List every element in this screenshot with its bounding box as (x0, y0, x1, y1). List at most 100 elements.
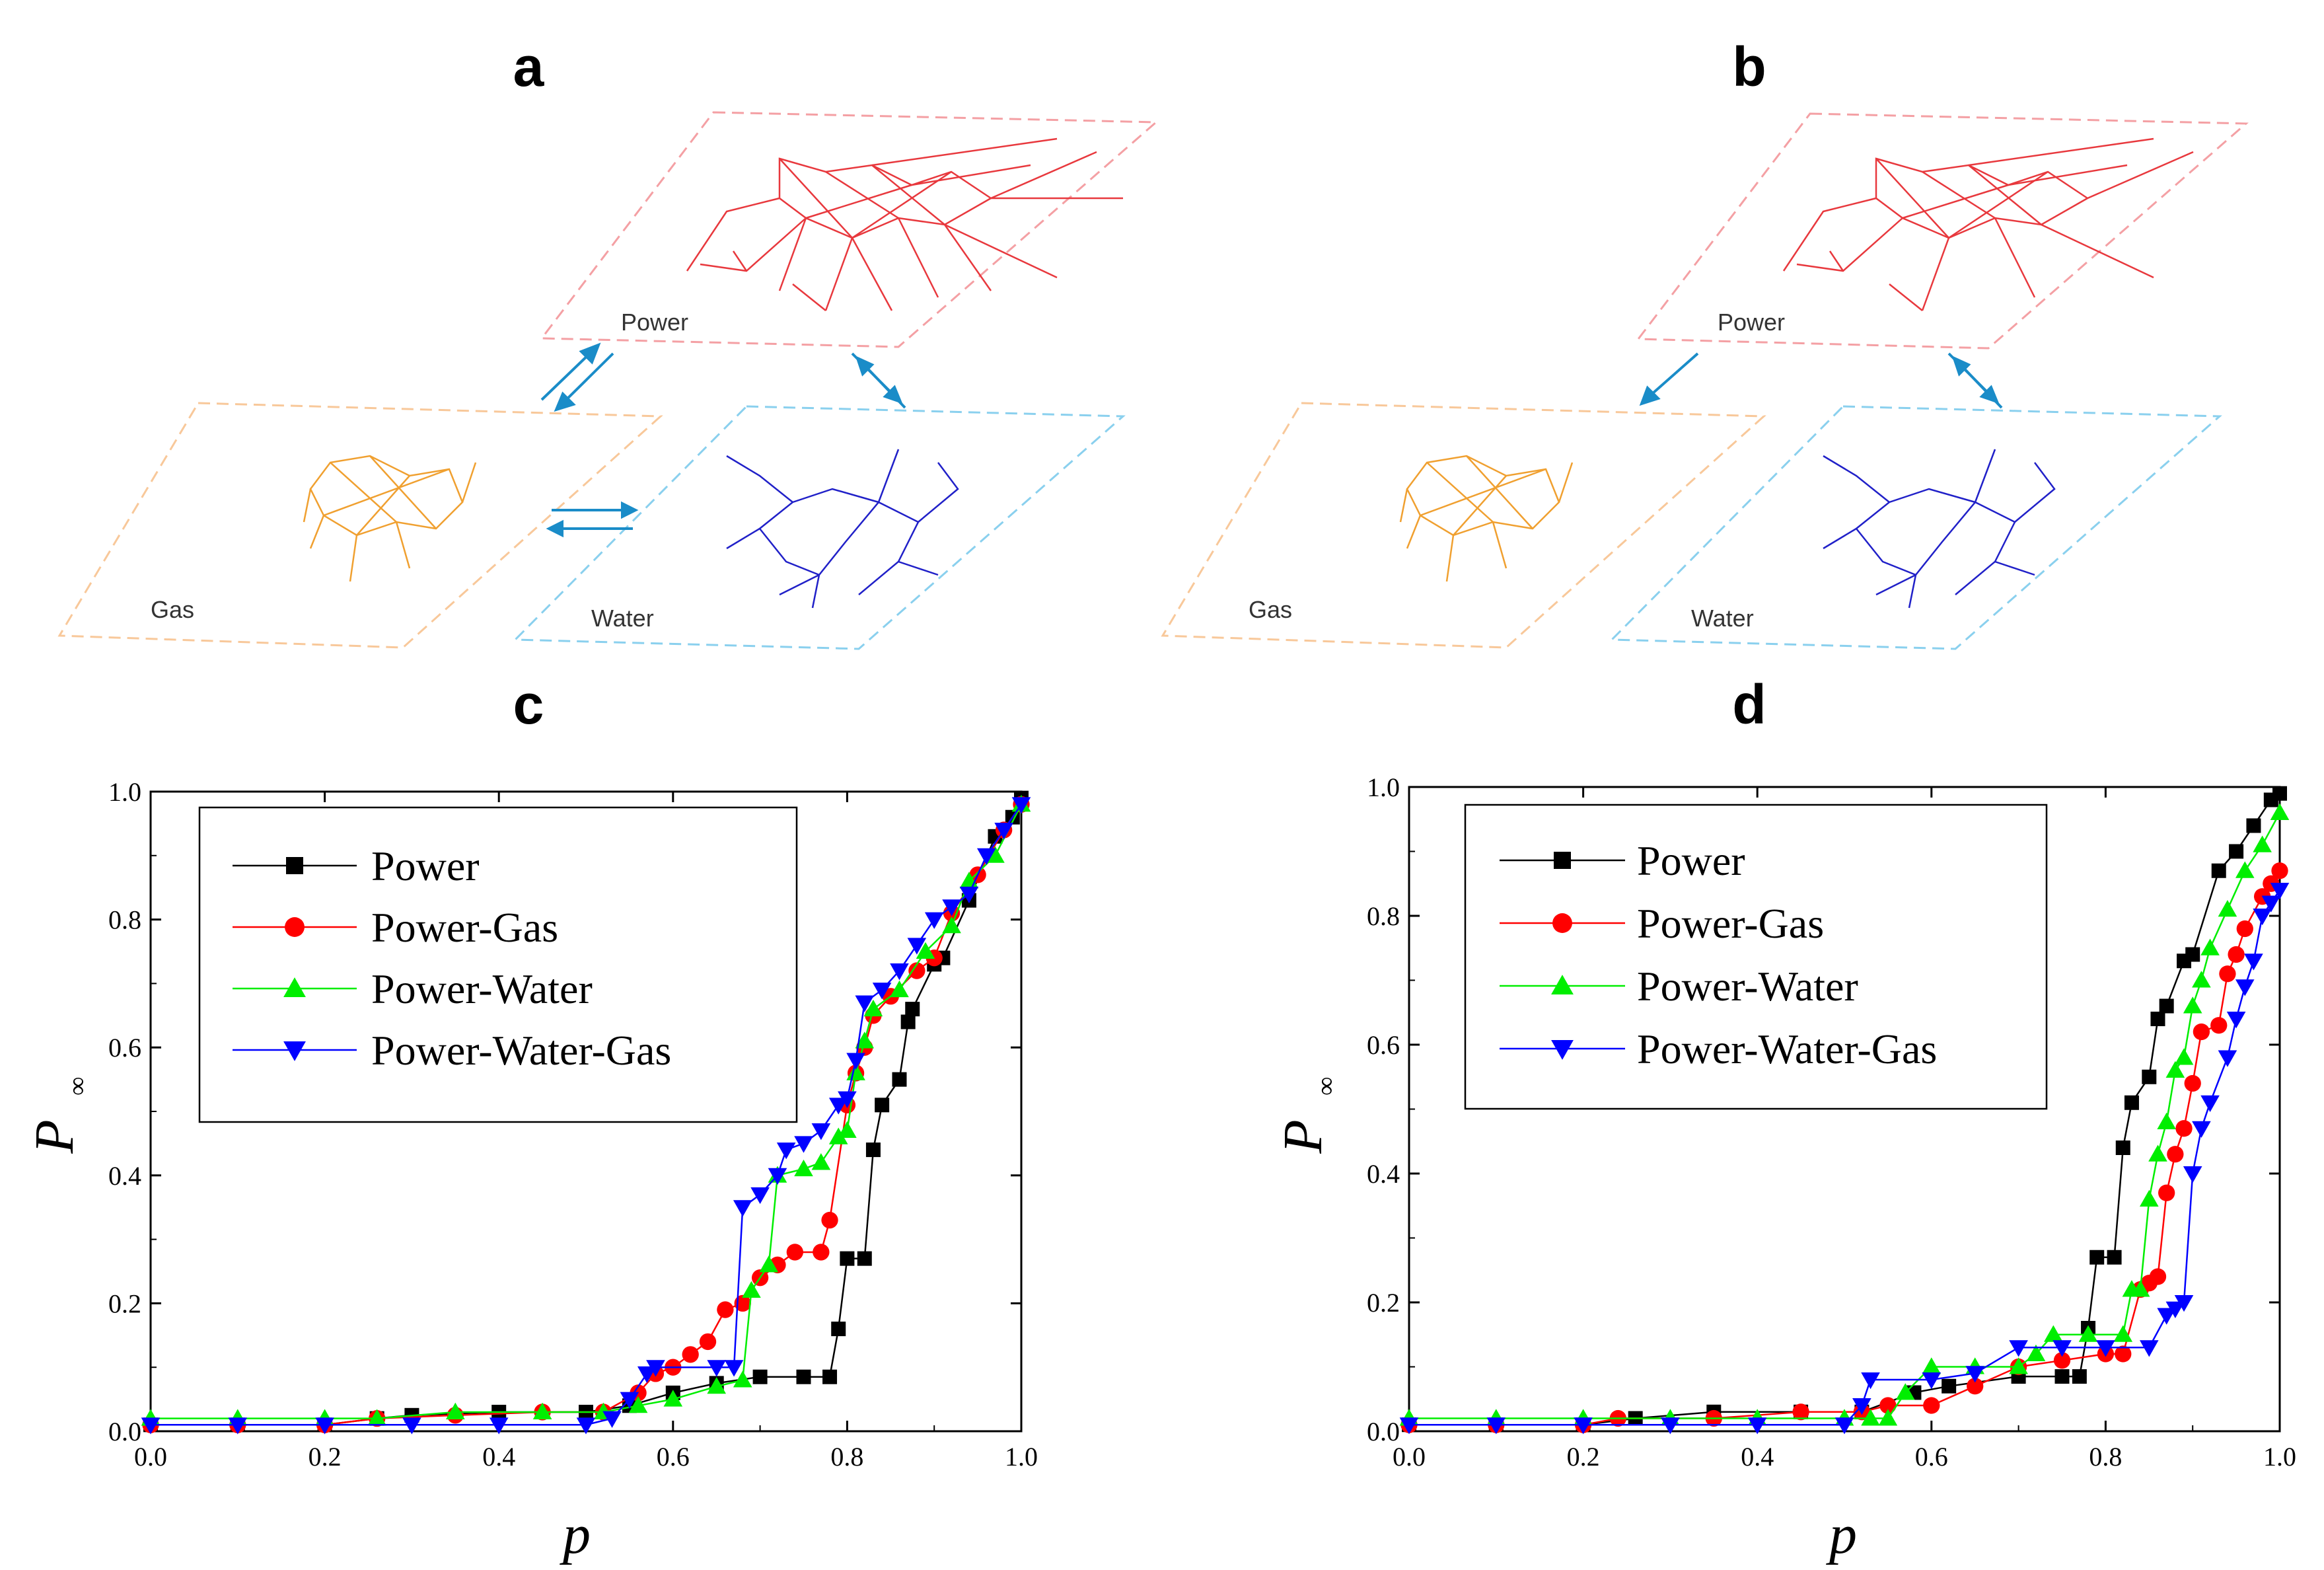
data-point (2159, 998, 2174, 1014)
data-point (742, 1281, 761, 1298)
data-point (1486, 1417, 1506, 1435)
data-point (2219, 965, 2236, 983)
x-axis-label-c: p (560, 1504, 591, 1565)
data-point (1852, 1398, 1871, 1415)
data-point (2244, 953, 2263, 971)
data-point (2053, 1352, 2071, 1369)
data-point (1861, 1409, 1880, 1426)
data-point (811, 1153, 831, 1170)
data-point (2113, 1325, 2133, 1342)
data-point (2107, 1250, 2122, 1265)
data-point (2167, 1146, 2184, 1163)
series-power-water-gas (141, 797, 1031, 1435)
data-point (863, 999, 883, 1017)
y-axis-label-c: P (24, 1119, 85, 1154)
data-point (2124, 1095, 2139, 1110)
panel-label-b: b (1732, 36, 1766, 98)
panel-label-a: a (513, 36, 545, 98)
data-point (821, 1211, 838, 1229)
data-point (637, 1366, 657, 1384)
panel-c-chart: 0.0 0.2 0.4 0.6 0.8 1.0 0.0 0.2 0.4 0.6 0.8 1.0 Pow… (24, 777, 1038, 1565)
data-point (2235, 861, 2255, 878)
y-tick-label: 1.0 (108, 777, 141, 807)
power-layer-label: Power (621, 309, 688, 336)
data-point (2229, 844, 2244, 859)
panel-b-network-diagram: Power Gas Water (1161, 112, 2249, 650)
x-tick-label: 0.4 (1741, 1442, 1774, 1472)
data-point (2272, 786, 2287, 801)
data-point (2236, 920, 2253, 938)
data-point (855, 1031, 875, 1049)
legend-label: Power (371, 842, 480, 889)
data-point (699, 1333, 717, 1351)
data-point (489, 1417, 509, 1435)
series-d (1399, 786, 2290, 1435)
legend-box-c (198, 806, 798, 1123)
data-point (2052, 1340, 2072, 1357)
data-point (315, 1417, 334, 1435)
data-point (2183, 1166, 2202, 1183)
data-point (855, 995, 875, 1012)
data-point (707, 1376, 726, 1394)
data-point (2253, 909, 2272, 926)
data-point (1922, 1372, 1942, 1390)
data-point (768, 1168, 787, 1185)
data-point (2072, 1369, 2087, 1384)
y-tick-label: 0.8 (108, 905, 141, 935)
water-network-graph-b (1823, 449, 2056, 609)
x-tick-label: 1.0 (2263, 1442, 2296, 1472)
y-axis-label-group-c: P ∞ (24, 1076, 92, 1154)
legend-marker (283, 977, 306, 997)
data-point (2175, 1120, 2193, 1137)
data-point (707, 1360, 726, 1377)
data-point (1967, 1378, 1984, 1395)
data-point (2130, 1280, 2150, 1297)
data-point (2271, 862, 2288, 879)
data-point (811, 1123, 831, 1140)
data-point (2148, 1144, 2167, 1162)
data-point (2174, 1295, 2194, 1312)
legend-marker (1551, 975, 1574, 994)
data-point (2193, 1023, 2210, 1041)
y-axis-label-group-d: P ∞ (1272, 1076, 1340, 1154)
data-point (796, 1369, 811, 1384)
y-tick-label: 0.6 (108, 1033, 141, 1063)
data-point (959, 886, 979, 904)
data-point (532, 1402, 552, 1419)
panel-label-d: d (1732, 673, 1766, 735)
x-tick-label: 0.6 (657, 1442, 690, 1472)
power-layer-plane-b (1636, 112, 2249, 350)
y-axis-label-sub-d: ∞ (1311, 1076, 1340, 1096)
data-point (1792, 1403, 1809, 1421)
legend-label: Power-Gas (371, 904, 558, 951)
data-point (2026, 1344, 2046, 1361)
data-point (2235, 979, 2255, 996)
data-point (733, 1370, 752, 1388)
x-tick-label: 0.6 (1915, 1442, 1948, 1472)
data-point (828, 1127, 848, 1144)
data-point (2044, 1325, 2063, 1342)
coupling-arrows-b (1639, 352, 2003, 409)
data-point (628, 1396, 648, 1413)
data-point (794, 1159, 813, 1177)
y-axis-label-d: P (1272, 1119, 1334, 1154)
data-point (890, 980, 909, 998)
data-point (1895, 1383, 1915, 1400)
data-point (994, 823, 1013, 840)
data-point (2174, 1048, 2194, 1065)
data-point (2149, 1268, 2167, 1285)
legend-marker (286, 857, 303, 874)
x-tick-label: 0.8 (2089, 1442, 2122, 1472)
data-point (646, 1360, 665, 1377)
data-point (2054, 1369, 2070, 1384)
y-tick-label: 0.4 (108, 1161, 141, 1191)
y-tick-label: 0.4 (1367, 1159, 1400, 1189)
data-point (2142, 1069, 2157, 1084)
data-point (141, 1417, 161, 1435)
water-layer-label: Water (591, 605, 654, 632)
data-point (831, 1322, 846, 1337)
data-point (813, 1244, 830, 1261)
data-point (846, 1053, 865, 1070)
gas-layer-label-b: Gas (1249, 596, 1292, 623)
gas-network-graph-b (1399, 455, 1574, 582)
